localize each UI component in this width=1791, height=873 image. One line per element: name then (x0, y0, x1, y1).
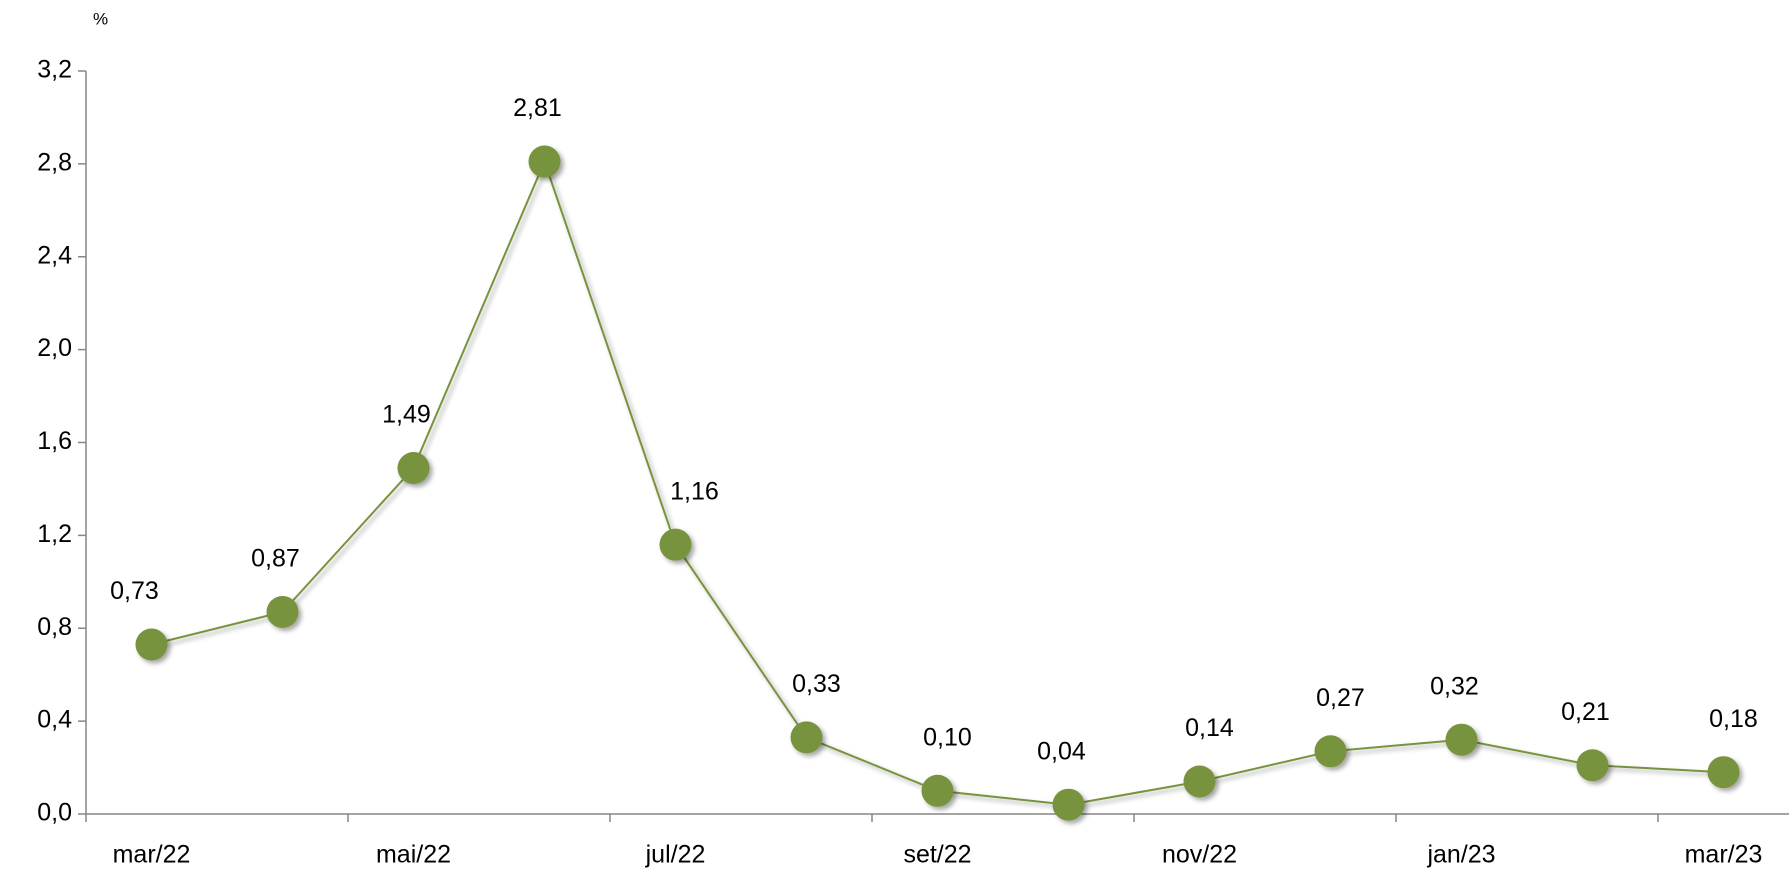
y-tick-label: 0,4 (37, 706, 72, 734)
y-tick-label: 2,0 (37, 334, 72, 362)
data-point (790, 721, 823, 754)
data-point (266, 595, 299, 628)
data-label: 0,14 (1185, 714, 1234, 742)
data-point (1445, 723, 1478, 756)
y-tick-label: 0,8 (37, 613, 72, 641)
data-point (528, 145, 561, 178)
x-tick-label: mar/23 (1685, 841, 1763, 869)
data-label: 0,18 (1709, 705, 1758, 733)
x-tick-label: mai/22 (376, 841, 451, 869)
data-label: 0,10 (923, 723, 972, 751)
y-tick-label: 1,6 (37, 427, 72, 455)
data-point (135, 628, 168, 661)
data-point (1314, 735, 1347, 768)
unit-label: % (93, 9, 108, 28)
data-point (1707, 756, 1740, 789)
data-point (1052, 788, 1085, 821)
x-tick-label: jul/22 (645, 841, 706, 869)
y-tick-label: 2,4 (37, 241, 72, 269)
data-point (659, 528, 692, 561)
series-line (151, 158, 1724, 806)
data-label: 2,81 (513, 94, 562, 122)
x-tick-label: nov/22 (1162, 841, 1237, 869)
data-point (921, 774, 954, 807)
data-label: 0,87 (251, 545, 300, 573)
data-point (397, 452, 430, 485)
data-label: 1,49 (382, 401, 431, 429)
x-tick-label: set/22 (903, 841, 971, 869)
y-tick-label: 1,2 (37, 520, 72, 548)
data-label: 0,21 (1561, 698, 1610, 726)
data-label: 0,73 (110, 577, 159, 605)
data-label: 0,04 (1037, 737, 1086, 765)
y-tick-label: 3,2 (37, 56, 72, 84)
data-point (1576, 749, 1609, 782)
data-label: 1,16 (670, 477, 719, 505)
x-tick-label: jan/23 (1426, 841, 1495, 869)
y-tick-label: 2,8 (37, 148, 72, 176)
data-point (1183, 765, 1216, 798)
data-label: 0,27 (1316, 684, 1365, 712)
data-label: 0,33 (792, 670, 841, 698)
x-tick-label: mar/22 (113, 841, 191, 869)
data-label: 0,32 (1430, 672, 1479, 700)
y-tick-label: 0,0 (37, 799, 72, 827)
